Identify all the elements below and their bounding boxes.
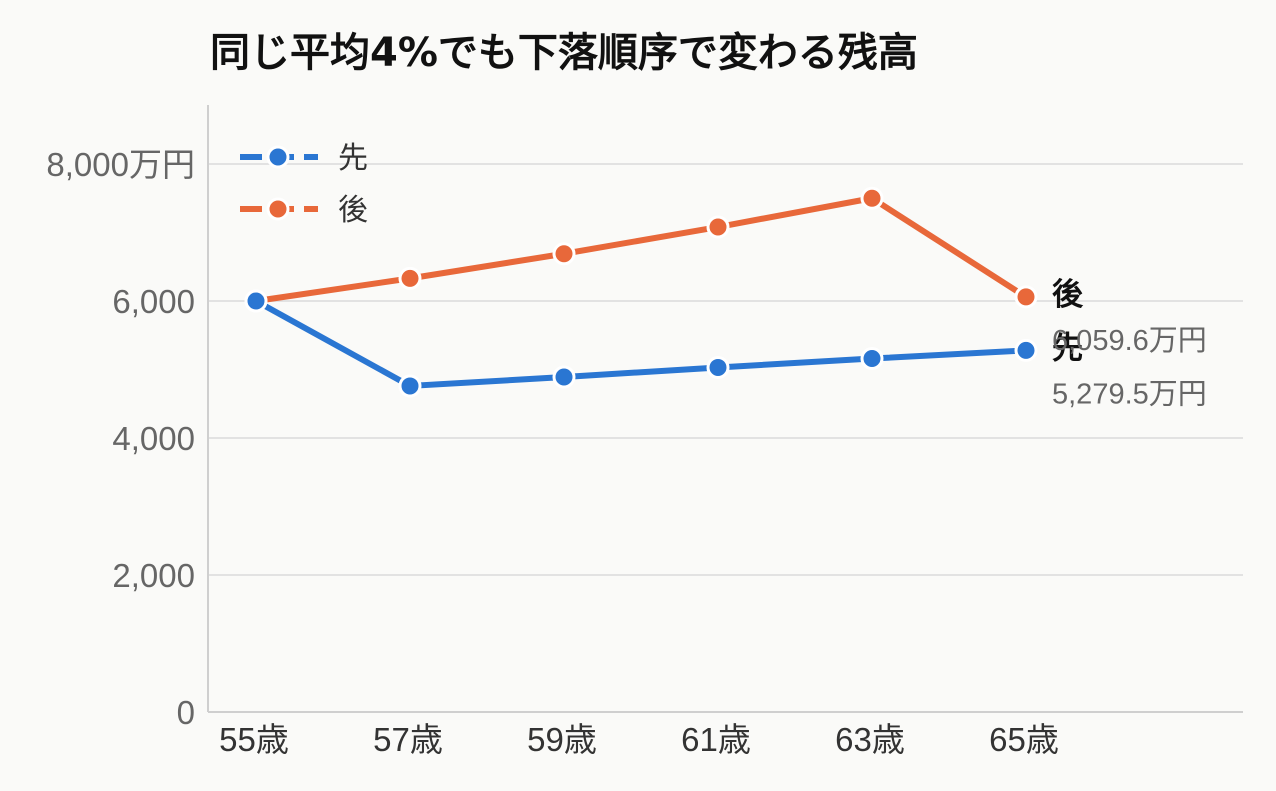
- x-tick-label: 61歳: [681, 721, 751, 758]
- data-point: [1014, 338, 1038, 362]
- data-point: [706, 215, 730, 239]
- y-tick-labels: 0 2,000 4,000 6,000 8,000万円: [46, 146, 195, 731]
- x-tick-label: 55歳: [219, 721, 289, 758]
- legend-swatch-marker: [266, 145, 290, 169]
- x-tick-labels: 55歳 57歳 59歳 61歳 63歳 65歳: [219, 721, 1059, 758]
- data-point: [552, 365, 576, 389]
- data-point: [552, 242, 576, 266]
- legend-label: 先: [338, 141, 368, 176]
- data-point: [398, 374, 422, 398]
- y-tick-label: 8,000万円: [46, 146, 195, 183]
- y-tick-label: 0: [177, 694, 195, 731]
- data-point: [706, 355, 730, 379]
- data-point: [244, 289, 268, 313]
- series-group: [244, 186, 1038, 398]
- data-point: [860, 347, 884, 371]
- data-point: [1014, 285, 1038, 309]
- legend: 先後: [240, 141, 368, 228]
- x-tick-label: 63歳: [835, 721, 905, 758]
- data-point: [860, 186, 884, 210]
- grid: [208, 163, 1243, 576]
- legend-swatch-marker: [266, 197, 290, 221]
- x-tick-label: 57歳: [373, 721, 443, 758]
- x-tick-label: 65歳: [989, 721, 1059, 758]
- series-line: [253, 195, 1029, 304]
- legend-label: 後: [338, 193, 368, 228]
- y-tick-label: 2,000: [112, 557, 195, 594]
- data-point: [398, 266, 422, 290]
- end-series-label: 後: [1052, 277, 1084, 313]
- end-series-label: 先: [1052, 330, 1083, 366]
- x-tick-label: 59歳: [527, 721, 597, 758]
- end-labels: 先 5,279.5万円 後 6,059.6万円: [1052, 277, 1207, 410]
- chart-title: 同じ平均4%でも下落順序で変わる残高: [210, 30, 918, 76]
- end-value-label: 5,279.5万円: [1052, 378, 1207, 410]
- end-value-label: 6,059.6万円: [1052, 325, 1207, 357]
- series-line: [253, 298, 1029, 389]
- y-tick-label: 4,000: [112, 420, 195, 457]
- y-tick-label: 6,000: [112, 283, 195, 320]
